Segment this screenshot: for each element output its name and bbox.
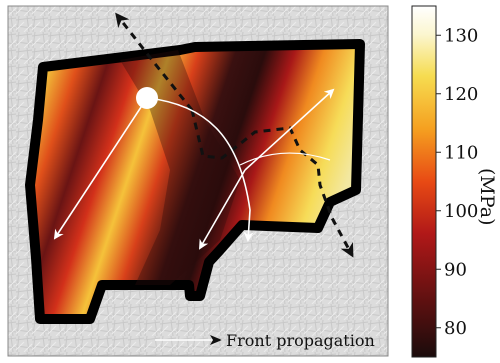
propagation-arrow-left xyxy=(53,97,148,240)
colorbar: 130 120 110 100 90 80 (MPa) xyxy=(411,5,498,358)
colorbar-tick-label: 120 xyxy=(444,84,478,105)
colorbar-unit: (MPa) xyxy=(476,168,498,226)
dashed-front-line xyxy=(190,109,354,258)
colorbar-tick-label: 90 xyxy=(444,259,467,280)
colorbar-tick-label: 80 xyxy=(444,318,467,339)
colorbar-tick-label: 100 xyxy=(444,201,478,222)
stress-map-region xyxy=(25,39,365,324)
propagation-arrow-curve xyxy=(146,97,254,242)
colorbar-gradient xyxy=(411,5,437,358)
propagation-arrow-right xyxy=(239,152,331,166)
legend-label: Front propagation xyxy=(226,331,375,350)
dark-band-overlay xyxy=(120,50,240,285)
propagation-arrow-down xyxy=(199,169,246,250)
image-frame xyxy=(7,5,389,357)
legend: Front propagation xyxy=(155,331,375,350)
colorbar-ticks: 130 120 110 100 90 80 xyxy=(436,25,478,339)
colorbar-tick-label: 110 xyxy=(444,142,478,163)
legend-arrow-head xyxy=(210,335,222,345)
colorbar-tick-label: 130 xyxy=(444,25,478,46)
